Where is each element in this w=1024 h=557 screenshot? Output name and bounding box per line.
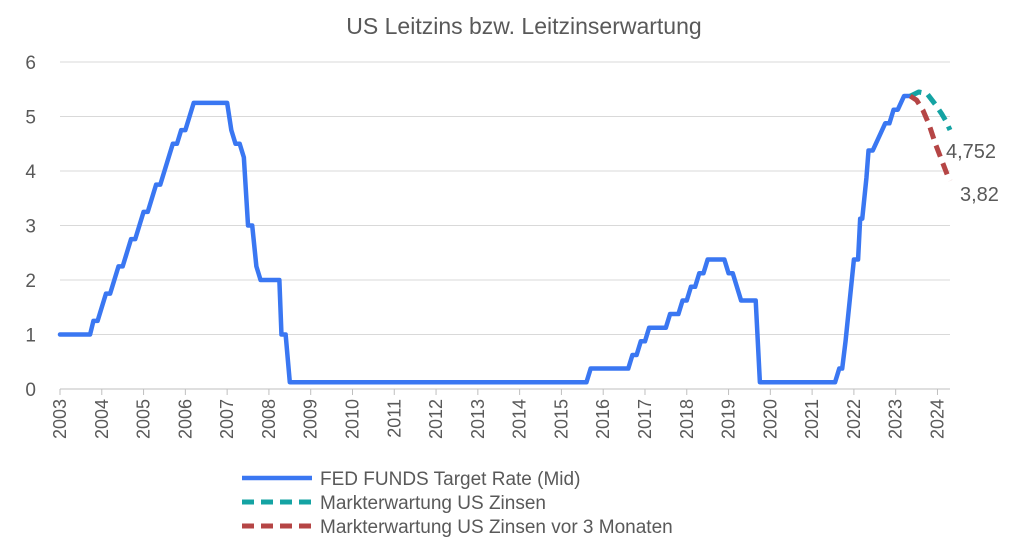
x-tick-label: 2011 [384, 399, 404, 438]
x-tick-label: 2019 [719, 399, 739, 439]
legend-label-0: FED FUNDS Target Rate (Mid) [320, 469, 580, 490]
end-label-2: 3,82 [960, 184, 999, 206]
chart-title: US Leitzins bzw. Leitzinserwartung [346, 13, 701, 39]
y-tick-label: 1 [25, 326, 36, 347]
legend-label-1: Markterwartung US Zinsen [320, 493, 546, 514]
x-axis-ticks: 2003 2004 2005 2006 2007 2008 2009 2010 2011 2012… [50, 389, 947, 439]
y-tick-label: 3 [25, 217, 36, 238]
x-tick-label: 2007 [217, 399, 237, 439]
x-tick-label: 2006 [175, 399, 195, 439]
legend: FED FUNDS Target Rate (Mid) Markterwartun… [242, 469, 673, 538]
x-tick-label: 2020 [760, 399, 780, 439]
x-tick-label: 2008 [259, 399, 279, 439]
x-tick-label: 2022 [844, 399, 864, 439]
end-labels: 4,752 3,82 [946, 141, 999, 206]
y-axis-ticks: 0 1 2 3 4 5 6 [25, 53, 36, 401]
x-tick-label: 2015 [551, 399, 571, 439]
x-tick-label: 2018 [677, 399, 697, 439]
x-tick-label: 2017 [635, 399, 655, 439]
y-tick-label: 4 [25, 162, 36, 183]
x-tick-label: 2021 [802, 399, 822, 439]
x-tick-label: 2023 [886, 399, 906, 439]
end-label-1: 4,752 [946, 141, 996, 163]
y-tick-label: 6 [25, 53, 36, 74]
x-tick-label: 2012 [426, 399, 446, 439]
series-line-2 [908, 93, 953, 182]
y-tick-label: 2 [25, 271, 36, 292]
y-tick-label: 5 [25, 108, 36, 129]
gridlines [60, 61, 950, 335]
legend-label-2: Markterwartung US Zinsen vor 3 Monaten [320, 517, 673, 538]
x-tick-label: 2009 [301, 399, 321, 439]
x-tick-label: 2014 [510, 399, 530, 439]
series-lines [57, 89, 953, 385]
y-tick-label: 0 [25, 380, 36, 401]
x-tick-label: 2010 [342, 399, 362, 439]
x-tick-label: 2016 [593, 399, 613, 439]
x-tick-label: 2004 [92, 399, 112, 439]
series-line-1 [909, 89, 953, 132]
x-tick-label: 2005 [134, 399, 154, 439]
x-tick-label: 2003 [50, 399, 70, 439]
series-line-0 [57, 93, 913, 385]
x-tick-label: 2013 [468, 399, 488, 439]
x-tick-label: 2024 [927, 399, 947, 439]
